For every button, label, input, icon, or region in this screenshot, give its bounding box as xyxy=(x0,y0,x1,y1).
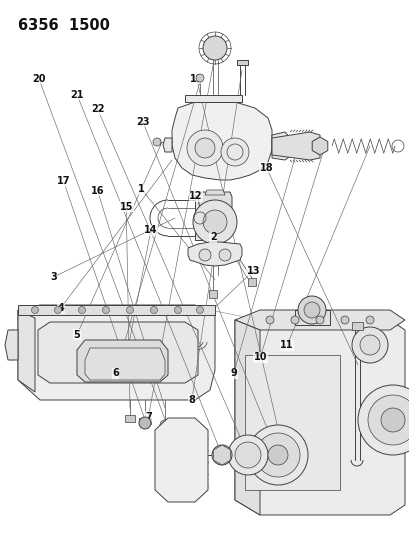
Text: 2: 2 xyxy=(209,232,216,242)
Polygon shape xyxy=(85,348,164,380)
Polygon shape xyxy=(236,60,247,65)
Circle shape xyxy=(196,306,203,313)
Circle shape xyxy=(211,445,231,465)
Circle shape xyxy=(202,210,227,234)
Text: 4: 4 xyxy=(57,303,64,313)
Circle shape xyxy=(218,249,230,261)
Circle shape xyxy=(290,316,298,324)
Polygon shape xyxy=(155,418,207,502)
Polygon shape xyxy=(18,305,214,315)
Polygon shape xyxy=(234,310,404,330)
Polygon shape xyxy=(234,320,259,515)
Text: 6356  1500: 6356 1500 xyxy=(18,18,110,33)
Polygon shape xyxy=(213,445,230,465)
Text: 5: 5 xyxy=(74,330,80,340)
Circle shape xyxy=(31,306,38,313)
Polygon shape xyxy=(125,415,135,422)
Circle shape xyxy=(297,296,325,324)
Text: 14: 14 xyxy=(144,225,157,235)
Circle shape xyxy=(202,36,227,60)
Circle shape xyxy=(359,335,379,355)
Circle shape xyxy=(357,385,409,455)
Circle shape xyxy=(247,425,307,485)
Circle shape xyxy=(220,138,248,166)
Text: 1: 1 xyxy=(138,184,144,194)
Text: 17: 17 xyxy=(57,176,70,186)
Text: 13: 13 xyxy=(246,266,259,276)
Polygon shape xyxy=(204,190,225,195)
Circle shape xyxy=(196,74,204,82)
Circle shape xyxy=(267,445,287,465)
Circle shape xyxy=(193,200,236,244)
Polygon shape xyxy=(18,305,214,400)
Circle shape xyxy=(234,442,261,468)
Circle shape xyxy=(198,249,211,261)
Text: 8: 8 xyxy=(188,395,195,405)
Polygon shape xyxy=(38,322,198,383)
Text: 6: 6 xyxy=(112,368,119,378)
Circle shape xyxy=(150,306,157,313)
Text: 22: 22 xyxy=(91,104,104,114)
Polygon shape xyxy=(184,95,241,102)
Circle shape xyxy=(380,408,404,432)
Circle shape xyxy=(315,316,323,324)
Polygon shape xyxy=(18,310,35,392)
Text: d
b: d b xyxy=(180,455,183,465)
Text: 9: 9 xyxy=(230,368,236,378)
Polygon shape xyxy=(351,322,362,330)
Polygon shape xyxy=(271,132,291,160)
Circle shape xyxy=(365,316,373,324)
Text: 21: 21 xyxy=(70,90,83,100)
Circle shape xyxy=(351,327,387,363)
Circle shape xyxy=(227,435,267,475)
Polygon shape xyxy=(245,355,339,490)
Text: 7: 7 xyxy=(145,412,151,422)
Polygon shape xyxy=(311,137,327,155)
Polygon shape xyxy=(188,242,241,266)
Circle shape xyxy=(195,138,214,158)
Circle shape xyxy=(303,302,319,318)
Circle shape xyxy=(340,316,348,324)
Text: 10: 10 xyxy=(253,352,266,362)
Circle shape xyxy=(255,433,299,477)
Polygon shape xyxy=(234,320,404,515)
Text: 20: 20 xyxy=(32,74,45,84)
Polygon shape xyxy=(294,310,329,325)
Text: 19: 19 xyxy=(190,74,203,84)
Text: 16: 16 xyxy=(91,186,104,196)
Circle shape xyxy=(153,138,161,146)
Text: 12: 12 xyxy=(189,191,202,201)
Circle shape xyxy=(139,417,151,429)
Polygon shape xyxy=(172,100,271,180)
Polygon shape xyxy=(77,340,168,382)
Polygon shape xyxy=(271,132,319,160)
Polygon shape xyxy=(163,138,172,152)
Polygon shape xyxy=(247,278,255,286)
Circle shape xyxy=(174,306,181,313)
Polygon shape xyxy=(5,330,18,360)
Circle shape xyxy=(54,306,61,313)
Polygon shape xyxy=(139,418,151,424)
Polygon shape xyxy=(198,192,231,210)
Text: 23: 23 xyxy=(136,117,149,126)
Polygon shape xyxy=(209,290,216,298)
Text: 15: 15 xyxy=(119,202,133,212)
Polygon shape xyxy=(195,195,204,240)
Text: 18: 18 xyxy=(259,163,273,173)
Circle shape xyxy=(187,130,222,166)
Circle shape xyxy=(78,306,85,313)
Circle shape xyxy=(367,395,409,445)
Circle shape xyxy=(102,306,109,313)
Circle shape xyxy=(160,420,170,430)
Text: 3: 3 xyxy=(50,272,56,282)
Circle shape xyxy=(126,306,133,313)
Text: 11: 11 xyxy=(280,341,293,350)
Circle shape xyxy=(265,316,273,324)
